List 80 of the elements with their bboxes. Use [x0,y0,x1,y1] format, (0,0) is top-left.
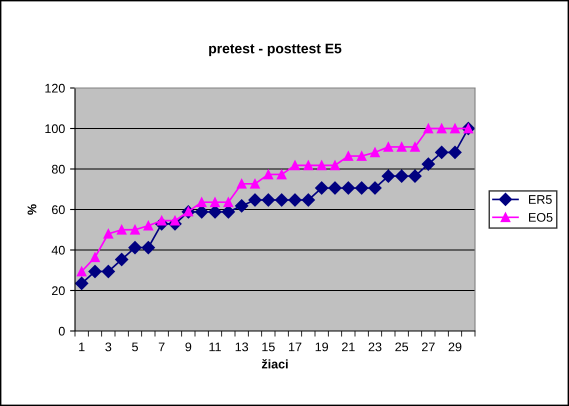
point [343,151,354,161]
chart-title: pretest - posttest E5 [209,44,342,56]
point [196,197,207,208]
point [303,160,314,170]
point [223,197,234,208]
point [382,170,395,183]
x-tick-label: 29 [448,342,462,352]
x-tick-label: 5 [132,342,138,352]
point [450,124,460,134]
point [116,224,127,235]
y-axis-title: % [28,204,36,215]
x-tick-label: 21 [342,342,355,352]
point [275,193,288,207]
point [142,240,155,254]
point [383,142,394,152]
point [276,170,287,180]
point [315,181,328,195]
point [103,228,114,239]
point [316,160,327,170]
y-tick-label: 100 [45,124,65,134]
x-tick-label: 25 [395,342,408,352]
x-axis-title: žiaci [262,359,288,368]
point [143,220,154,231]
point [102,264,115,278]
point [370,148,380,158]
point [328,181,342,195]
x-tick-label: 27 [422,342,435,352]
point [90,252,100,262]
point [290,160,300,170]
point [396,142,407,152]
point [210,197,220,208]
y-tick-label: 40 [52,246,65,255]
point [250,178,260,189]
point [422,158,435,171]
point [302,193,315,207]
legend-label: EO5 [529,212,552,222]
x-tick-label: 1 [79,342,85,352]
x-tick-label: 9 [185,342,192,352]
y-tick-label: 0 [58,326,65,336]
x-tick-label: 3 [105,342,112,352]
point [395,170,408,183]
point [88,264,102,278]
y-tick-label: 60 [52,205,65,214]
point [263,170,274,180]
point [435,146,448,159]
point [156,216,167,226]
point [448,146,462,159]
point [115,252,128,266]
x-tick-label: 7 [158,342,165,352]
point [408,170,422,183]
point [342,181,355,195]
point [248,193,262,207]
point [236,178,247,189]
point [356,151,367,161]
x-tick-label: 15 [262,342,275,352]
point [330,160,340,170]
point [423,124,434,134]
y-tick-label: 20 [52,286,65,296]
point [235,199,248,212]
legend-label: ER5 [529,195,552,204]
y-tick-label: 120 [45,84,65,93]
point [436,124,447,134]
x-tick-label: 23 [368,342,382,352]
point [130,224,140,235]
x-tick-label: 13 [236,342,248,352]
point [410,142,420,152]
point [222,205,235,219]
point [75,276,88,290]
point [195,205,208,219]
x-tick-label: 17 [289,342,302,352]
y-tick-label: 80 [52,164,65,174]
x-tick-label: 11 [209,342,221,352]
point [128,240,142,254]
point [208,205,222,219]
x-tick-label: 19 [316,342,328,352]
point [262,193,275,207]
point [288,193,302,207]
point [368,181,382,195]
point [76,266,87,276]
point [355,181,368,195]
